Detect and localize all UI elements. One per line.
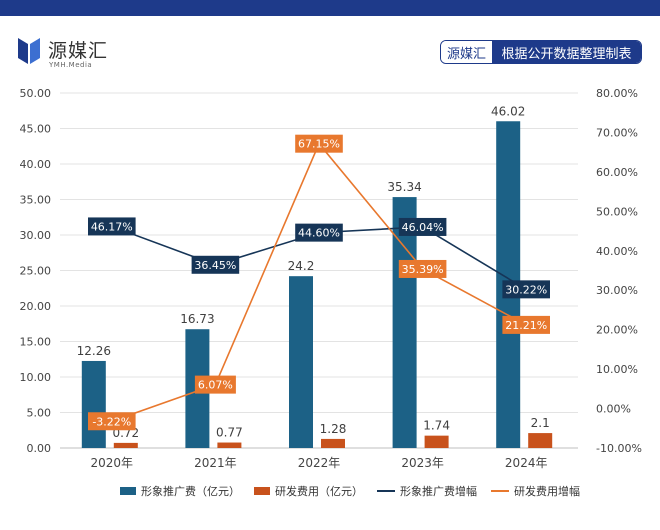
chart-legend: 形象推广费（亿元） 研发费用（亿元） 形象推广费增幅 研发费用增幅 — [120, 483, 580, 499]
combo-chart: 0.00 5.00 10.00 15.00 20.00 25.00 30.00 35.00 40… — [20, 87, 642, 470]
source-text: 根据公开数据整理制表 — [492, 41, 641, 63]
bar-rd — [217, 442, 242, 448]
x-tick-label: 2021年 — [194, 456, 237, 470]
bar-rd — [424, 435, 449, 448]
y-tick-right: 50.00% — [596, 205, 638, 218]
legend-label-bar1: 形象推广费（亿元） — [141, 485, 240, 498]
legend-swatch-line2 — [491, 490, 509, 492]
line-promo-label: 36.45% — [194, 259, 236, 272]
y-tick-left: 10.00 — [20, 371, 52, 384]
bar-promo — [289, 276, 313, 448]
y-tick-left: 50.00 — [20, 87, 52, 100]
line-promo-label: 30.22% — [505, 283, 547, 296]
brand-logo: 源媒汇 YMH.Media — [16, 36, 126, 70]
line-rd-label-box — [295, 134, 343, 153]
source-brand: 源媒汇 — [441, 41, 493, 63]
y-tick-right: 10.00% — [596, 363, 638, 376]
top-banner — [0, 0, 660, 16]
line-promo-label-box — [502, 280, 550, 299]
line-promo-label-box — [398, 217, 447, 236]
bar-rd — [528, 433, 553, 448]
y-tick-left: 15.00 — [20, 336, 52, 349]
bar-promo-label: 46.02 — [491, 104, 525, 118]
y-tick-right: 70.00% — [596, 126, 638, 139]
source-note: 源媒汇 根据公开数据整理制表 — [440, 40, 642, 64]
y-tick-left: 0.00 — [27, 442, 52, 455]
legend-swatch-bar1 — [120, 487, 136, 495]
y-tick-left: 35.00 — [20, 194, 52, 207]
line-rd-label: 6.07% — [198, 379, 233, 392]
bar-rd-label: 0.77 — [216, 426, 243, 440]
y-tick-left: 30.00 — [20, 229, 52, 242]
y-tick-right: 80.00% — [596, 87, 638, 100]
legend-item-bar2: 研发费用（亿元） — [254, 483, 363, 499]
line-rd-label-box — [398, 259, 447, 278]
line-rd-label: 35.39% — [402, 263, 444, 276]
legend-swatch-bar2 — [254, 487, 270, 495]
line-rd-label-box — [502, 315, 550, 334]
brand-subtitle: YMH.Media — [49, 61, 93, 69]
legend-item-line1: 形象推广费增幅 — [377, 483, 477, 499]
line-promo-label-box — [295, 223, 343, 242]
bar-promo-label: 35.34 — [387, 180, 421, 194]
y-tick-right: 40.00% — [596, 245, 638, 258]
logo-mark-icon — [18, 38, 40, 64]
y-tick-left: 20.00 — [20, 300, 52, 313]
line-rd-label-box — [194, 375, 236, 394]
y-tick-right: 20.00% — [596, 324, 638, 337]
x-tick-label: 2024年 — [505, 456, 548, 470]
y-tick-right: 30.00% — [596, 284, 638, 297]
legend-item-line2: 研发费用增幅 — [491, 483, 580, 499]
y-tick-left: 45.00 — [20, 123, 52, 136]
line-rd-growth — [111, 142, 527, 423]
legend-item-bar1: 形象推广费（亿元） — [120, 483, 240, 499]
brand-name: 源媒汇 — [48, 40, 109, 62]
bar-promo — [81, 360, 106, 448]
bar-promo-label: 24.2 — [288, 259, 315, 273]
line-promo-label: 44.60% — [298, 227, 340, 240]
legend-swatch-line1 — [377, 490, 395, 492]
y-tick-left: 40.00 — [20, 158, 52, 171]
x-tick-label: 2020年 — [91, 456, 134, 470]
line-promo-label-box — [191, 255, 240, 274]
bar-rd — [321, 438, 345, 448]
line-rd-label: -3.22% — [92, 415, 131, 428]
x-tick-label: 2022年 — [298, 456, 341, 470]
bar-promo — [392, 197, 417, 448]
legend-label-line2: 研发费用增幅 — [514, 485, 580, 498]
line-rd-label-box — [88, 412, 136, 431]
legend-label-bar2: 研发费用（亿元） — [275, 485, 363, 498]
bar-rd-label: 2.1 — [531, 416, 550, 430]
y-tick-left: 25.00 — [20, 265, 52, 278]
x-tick-label: 2023年 — [401, 456, 444, 470]
line-promo-label: 46.04% — [402, 221, 444, 234]
y-tick-right: 0.00% — [596, 403, 631, 416]
line-promo-label-box — [88, 217, 136, 236]
bar-promo-label: 12.26 — [77, 344, 111, 358]
bar-rd-label: 1.74 — [423, 419, 450, 433]
line-rd-label: 21.21% — [505, 319, 547, 332]
y-tick-left: 5.00 — [27, 407, 52, 420]
y-tick-right: -10.00% — [596, 442, 642, 455]
bar-promo-label: 16.73 — [180, 312, 214, 326]
y-tick-right: 60.00% — [596, 166, 638, 179]
legend-label-line1: 形象推广费增幅 — [400, 485, 477, 498]
line-rd-label: 67.15% — [298, 138, 340, 151]
bar-rd — [113, 442, 138, 448]
bar-rd-label: 1.28 — [320, 422, 347, 436]
line-promo-label: 46.17% — [91, 220, 133, 233]
